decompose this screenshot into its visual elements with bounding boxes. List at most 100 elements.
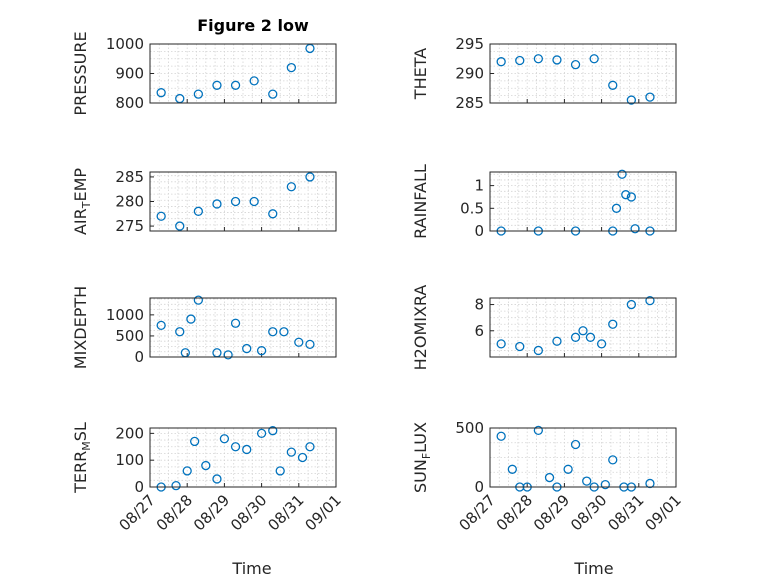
- y-tick-label: 800: [115, 94, 144, 112]
- data-point: [189, 436, 200, 447]
- data-point: [242, 444, 252, 455]
- data-point: [570, 332, 581, 342]
- data-point: [230, 442, 241, 452]
- y-axis-label: THETA: [411, 48, 430, 100]
- y-axis-label: RAINFALL: [411, 164, 430, 239]
- y-tick-label: 0: [474, 222, 484, 240]
- data-point: [286, 62, 297, 73]
- data-point: [212, 199, 222, 209]
- data-point: [193, 295, 204, 305]
- data-point: [175, 221, 185, 231]
- x-tick-label: 09/01: [642, 491, 685, 534]
- subplot-2: 285 290 295 THETA: [411, 35, 677, 112]
- data-point: [515, 341, 525, 352]
- x-tick-label: 08/31: [604, 491, 647, 534]
- data-point: [286, 182, 297, 192]
- y-axis-label: MIXDEPTH: [71, 286, 90, 369]
- y-tick-label: 8: [474, 296, 484, 314]
- data-point: [600, 479, 610, 490]
- subplot-6: 6 8 H2OMIXRA: [411, 285, 677, 371]
- data-point: [230, 80, 241, 90]
- data-point: [156, 211, 166, 221]
- data-point: [223, 350, 233, 360]
- y-axis-label: TERRMSL: [71, 422, 93, 494]
- data-point: [496, 57, 506, 67]
- y-tick-label: 295: [455, 35, 484, 53]
- data-point: [608, 80, 618, 90]
- data-point: [589, 54, 599, 64]
- data-point: [533, 345, 544, 356]
- axes-frame: [489, 297, 677, 358]
- data-point: [552, 336, 562, 346]
- y-tick-label: 1: [474, 177, 484, 195]
- data-point: [230, 318, 241, 328]
- data-point: [608, 455, 618, 465]
- data-point: [268, 89, 278, 99]
- axes-frame: [149, 171, 337, 232]
- data-point: [496, 431, 506, 441]
- data-point: [268, 209, 278, 219]
- y-axis-label: H2OMIXRA: [411, 285, 430, 371]
- data-point: [626, 299, 637, 310]
- y-tick-label: 500: [115, 327, 144, 345]
- data-point: [249, 76, 259, 86]
- data-point: [626, 95, 637, 105]
- axes-frame: [489, 43, 677, 104]
- data-point: [193, 206, 204, 216]
- y-tick-label: 285: [455, 94, 484, 112]
- data-point: [496, 339, 506, 349]
- y-tick-label: 275: [115, 217, 144, 235]
- data-point: [219, 434, 230, 444]
- data-point: [626, 192, 637, 202]
- x-tick-label: 08/27: [116, 491, 159, 534]
- data-point: [578, 326, 588, 336]
- x-tick-label: 08/27: [456, 491, 499, 534]
- data-point: [645, 295, 655, 306]
- axes-frame: [149, 427, 337, 488]
- data-point: [156, 320, 166, 331]
- subplot-5: 0 500 1000 MIXDEPTH: [71, 286, 337, 369]
- y-tick-label: 285: [115, 168, 144, 186]
- data-point: [552, 55, 562, 65]
- data-point: [256, 428, 267, 439]
- data-point: [611, 203, 622, 213]
- y-tick-label: 1000: [106, 35, 144, 53]
- data-point: [193, 89, 204, 99]
- x-tick-label: 08/30: [567, 491, 610, 534]
- data-point: [563, 464, 573, 474]
- data-point: [212, 474, 222, 484]
- data-point: [515, 55, 525, 66]
- data-point: [268, 426, 278, 436]
- y-tick-label: 6: [474, 322, 484, 340]
- x-axis-label-left: Time: [231, 559, 271, 578]
- axes-frame: [149, 43, 337, 104]
- data-point: [294, 337, 304, 347]
- axes-frame: [489, 427, 677, 488]
- subplot-4: 0 0.5 1 RAINFALL: [411, 164, 677, 240]
- data-point: [305, 442, 315, 452]
- y-tick-label: 100: [115, 451, 144, 469]
- data-point: [585, 332, 596, 342]
- data-point: [570, 60, 581, 70]
- y-axis-label: PRESSURE: [71, 31, 90, 115]
- data-point: [201, 460, 211, 471]
- data-point: [297, 452, 308, 463]
- data-point: [608, 319, 618, 329]
- y-axis-label: SUNFLUX: [411, 422, 433, 493]
- y-tick-label: 0: [474, 478, 484, 496]
- data-point: [242, 343, 252, 354]
- data-point: [230, 196, 241, 207]
- x-tick-label: 08/28: [153, 491, 196, 534]
- x-tick-label: 08/29: [190, 491, 233, 534]
- data-point: [249, 196, 259, 207]
- y-tick-label: 1000: [106, 306, 144, 324]
- data-point: [171, 481, 181, 491]
- data-point: [305, 172, 315, 182]
- data-point: [279, 327, 289, 337]
- data-point: [533, 425, 544, 436]
- data-point: [156, 88, 166, 98]
- x-tick-label: 09/01: [302, 491, 345, 534]
- data-point: [182, 466, 192, 476]
